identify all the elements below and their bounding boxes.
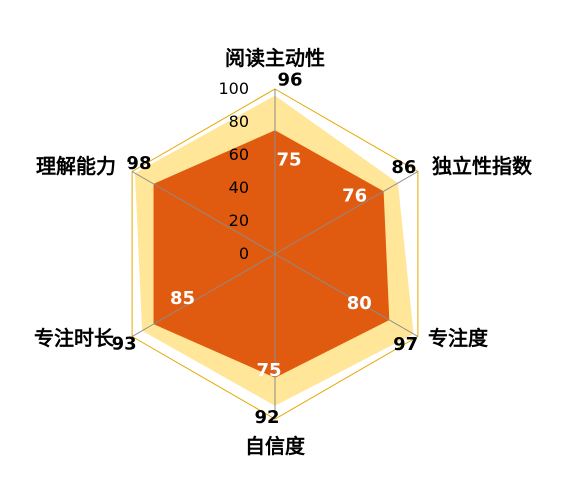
data-label: 97: [393, 334, 418, 355]
data-label: 96: [277, 70, 302, 91]
data-label: 76: [342, 185, 367, 206]
axis-label-1: 阅读主动性: [225, 46, 325, 70]
data-label: 80: [347, 293, 372, 314]
axis-label-4: 自信度: [245, 434, 306, 458]
axis-label-3: 专注度: [428, 326, 489, 350]
spoke-3: [274, 253, 419, 337]
data-label: 93: [112, 334, 137, 355]
spoke-6: [131, 171, 276, 255]
data-label: 85: [170, 288, 195, 309]
tick-label: 100: [218, 79, 249, 98]
tick-label: 0: [239, 244, 249, 263]
tick-label: 40: [229, 178, 249, 197]
axis-label-2: 独立性指数: [432, 154, 533, 178]
data-label: 98: [126, 153, 151, 174]
data-label: 85: [106, 159, 131, 180]
tick-label: 60: [229, 145, 249, 164]
series-2-area: [153, 130, 390, 378]
tick-label: 20: [229, 211, 249, 230]
data-label: 86: [391, 157, 416, 178]
data-label: 75: [276, 149, 301, 170]
spoke-2: [274, 171, 419, 255]
radar-series: [134, 95, 414, 406]
axis-label-6: 理解能力: [36, 154, 116, 178]
radial-tick-labels: 0 20 40 60 80 100: [218, 79, 249, 263]
data-labels: 96 86 97 92 93 98 75 76 80 75 85 85: [106, 70, 418, 428]
axis-label-5: 专注时长: [34, 326, 115, 350]
radar-spokes: [131, 89, 419, 419]
data-label: 92: [254, 407, 279, 428]
spoke-5: [131, 253, 276, 337]
tick-label: 80: [229, 112, 249, 131]
data-label: 75: [256, 360, 281, 381]
